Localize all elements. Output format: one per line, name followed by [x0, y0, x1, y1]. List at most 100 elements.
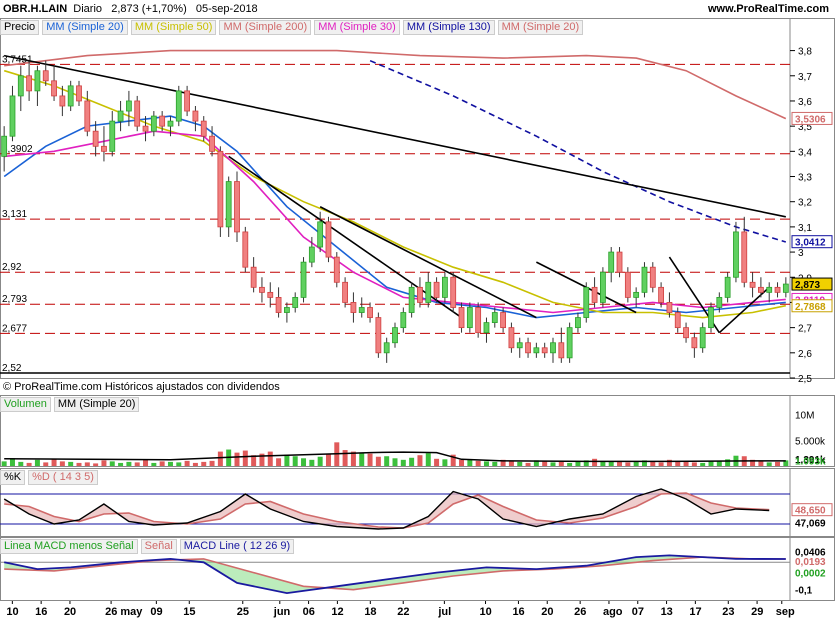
- macd-legend-item[interactable]: MACD Line ( 12 26 9): [179, 538, 295, 554]
- candle-body: [242, 231, 249, 268]
- price-value-badge-label: 3,0412: [795, 238, 826, 249]
- candle-body: [649, 266, 656, 288]
- price-legend-item[interactable]: MM (Simple 20): [497, 19, 584, 35]
- x-tick-label: 16: [35, 606, 47, 618]
- x-tick-label: 10: [480, 606, 492, 618]
- volume-bar: [9, 458, 15, 466]
- symbol-label: OBR.H.LAIN: [3, 3, 68, 15]
- volume-bar: [201, 461, 207, 466]
- candle-body: [417, 286, 423, 303]
- volume-ma-line: [4, 451, 786, 463]
- volume-bar: [558, 461, 564, 466]
- volume-bar: [492, 461, 498, 466]
- candle-body: [375, 317, 382, 354]
- volume-bar: [350, 451, 356, 466]
- price-y-tick-label: 3,3: [798, 173, 812, 184]
- volume-bar: [184, 460, 190, 466]
- macd-legend-item[interactable]: Linea MACD menos Señal: [0, 538, 138, 554]
- price-legend: Precio MM (Simple 20) MM (Simple 50) MM (Si…: [0, 19, 584, 35]
- candle-body: [766, 286, 773, 293]
- candle-body: [533, 347, 540, 354]
- volume-bar: [633, 461, 639, 466]
- volume-bar: [159, 461, 165, 466]
- volume-bar: [209, 460, 215, 466]
- candle-body: [433, 281, 440, 298]
- price-y-tick-label: 3,5: [798, 122, 812, 133]
- volume-bar: [475, 460, 481, 466]
- macd-legend-item[interactable]: Señal: [140, 538, 177, 554]
- candle-body: [408, 286, 415, 313]
- volume-y-label: 1.093k: [795, 456, 826, 467]
- candle-body: [259, 286, 265, 293]
- candle-body: [508, 327, 515, 349]
- macd-line: [4, 554, 786, 595]
- candle-body: [450, 276, 457, 308]
- candle-body: [616, 251, 623, 273]
- volume-bar: [276, 458, 282, 466]
- candle-body: [76, 85, 82, 102]
- price-legend-item[interactable]: MM (Simple 30): [314, 19, 400, 35]
- volume-bar: [384, 456, 390, 466]
- volume-bar: [51, 458, 57, 466]
- candle-body: [400, 312, 407, 329]
- volume-bar: [700, 462, 706, 466]
- candle-body: [283, 307, 290, 313]
- candle-body: [500, 312, 507, 329]
- volume-bar: [525, 462, 531, 466]
- volume-bar: [600, 461, 606, 466]
- price-y-tick-label: 3,1: [798, 223, 812, 234]
- price-y-tick-label: 3: [798, 248, 804, 259]
- stoch-k-value: 47,069: [795, 518, 826, 529]
- price-y-tick-label: 2,5: [798, 374, 812, 385]
- candle-body: [67, 85, 74, 107]
- price-legend-item[interactable]: MM (Simple 20): [42, 19, 128, 35]
- price-value-badge-label: 2,873: [795, 280, 820, 291]
- price-legend-item[interactable]: MM (Simple 200): [219, 19, 312, 35]
- volume-bar: [500, 459, 506, 466]
- stoch-legend-item[interactable]: %D ( 14 3 5): [28, 469, 98, 485]
- volume-bar: [242, 450, 248, 466]
- candle-body: [716, 297, 723, 308]
- candle-body: [724, 276, 731, 298]
- x-tick-label: jun: [273, 606, 291, 618]
- candle-body: [51, 80, 57, 97]
- volume-bar: [417, 455, 423, 466]
- copyright-footer: © ProRealTime.com Históricos ajustados c…: [3, 381, 280, 393]
- candle-body: [674, 312, 681, 329]
- volume-bar: [750, 459, 756, 466]
- price-y-tick-label: 3,6: [798, 97, 812, 108]
- candle-body: [425, 281, 432, 303]
- price-legend-item[interactable]: MM (Simple 130): [402, 19, 495, 35]
- candle-body: [34, 70, 41, 92]
- candle-body: [209, 135, 215, 152]
- volume-bar: [68, 461, 74, 466]
- price-value-badge: [791, 299, 833, 313]
- volume-legend-item[interactable]: MM (Simple 20): [53, 396, 140, 412]
- trend-line: [3, 54, 787, 218]
- price-legend-item[interactable]: Precio: [0, 19, 40, 35]
- x-tick-label: ago: [603, 606, 623, 618]
- candle-body: [234, 181, 240, 233]
- candle-body: [84, 100, 91, 132]
- candle-body: [275, 297, 282, 313]
- volume-bar: [292, 456, 298, 466]
- volume-bar: [59, 461, 65, 466]
- volume-bar: [650, 461, 656, 466]
- stoch-fill: [4, 489, 770, 529]
- candle-body: [333, 256, 340, 283]
- candle-body: [483, 322, 490, 334]
- volume-legend-item[interactable]: Volumen: [0, 396, 51, 412]
- volume-bar: [550, 462, 556, 466]
- volume-bar: [508, 461, 514, 466]
- candle-body: [575, 317, 581, 329]
- volume-bar: [450, 454, 456, 466]
- candle-body: [92, 130, 99, 147]
- macd-y-label: 0,0193: [795, 557, 826, 568]
- candle-body: [475, 307, 482, 334]
- price-legend-item[interactable]: MM (Simple 50): [130, 19, 217, 35]
- stoch-legend-item[interactable]: %K: [0, 469, 26, 485]
- volume-bar: [658, 462, 664, 466]
- volume-bar: [483, 461, 489, 466]
- candle-body: [591, 286, 598, 303]
